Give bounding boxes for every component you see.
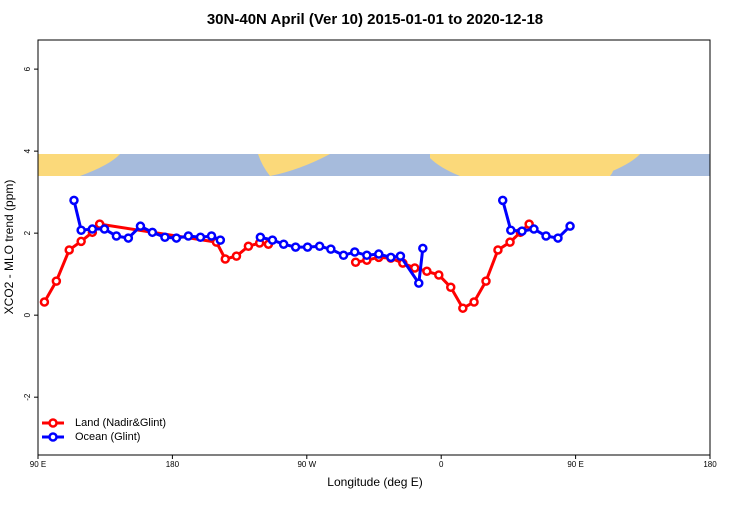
y-tick-label: 0 [23, 312, 32, 317]
data-point [290, 242, 301, 252]
data-point [195, 232, 206, 242]
data-point [422, 266, 432, 277]
data-point [565, 221, 575, 231]
data-point [541, 231, 551, 241]
x-axis-label: Longitude (deg E) [327, 475, 422, 489]
data-point [215, 235, 226, 245]
data-point [39, 297, 50, 307]
data-point [231, 251, 242, 261]
y-axis-label: XCO2 - MLO trend (ppm) [2, 180, 16, 315]
data-point [87, 224, 98, 234]
data-point [446, 282, 456, 293]
y-tick-label: 4 [23, 148, 32, 153]
data-point [135, 221, 146, 231]
x-tick-label: 180 [703, 460, 717, 469]
data-point [206, 231, 217, 241]
y-tick-label: 6 [23, 66, 32, 71]
data-point [418, 243, 428, 254]
data-point [243, 241, 254, 252]
data-point [220, 254, 231, 264]
data-point [76, 225, 86, 236]
x-tick-label: 90 E [567, 460, 583, 469]
data-point [123, 233, 134, 243]
y-tick-label: 2 [23, 230, 32, 235]
data-point [469, 297, 479, 307]
data-point [458, 303, 468, 313]
legend-label: Ocean (Glint) [75, 431, 140, 443]
data-point [267, 235, 278, 245]
data-point [160, 232, 170, 242]
data-point [434, 270, 444, 280]
data-point [183, 231, 194, 241]
data-point [481, 276, 491, 286]
x-tick-label: 0 [439, 460, 444, 469]
data-point [374, 249, 384, 259]
data-point [64, 245, 74, 255]
data-point [69, 195, 79, 206]
data-point [99, 224, 110, 234]
legend-marker [48, 432, 58, 442]
data-point [278, 239, 289, 249]
data-point [505, 237, 515, 247]
data-point [497, 195, 508, 206]
legend-label: Land (Nadir&Glint) [75, 417, 166, 429]
data-point [553, 233, 563, 243]
data-point [338, 250, 349, 261]
map-strip [38, 154, 710, 176]
data-point [517, 226, 527, 236]
data-point [410, 263, 420, 273]
data-point [302, 242, 313, 252]
plot-frame [37, 39, 711, 456]
legend-marker [48, 418, 58, 428]
data-point [493, 245, 503, 255]
chart-title: 30N-40N April (Ver 10) 2015-01-01 to 202… [207, 11, 543, 28]
data-point [349, 247, 360, 257]
data-point [386, 252, 396, 263]
data-point [171, 233, 182, 243]
series-line [72, 199, 572, 288]
x-tick-label: 180 [166, 460, 180, 469]
data-point [76, 236, 86, 247]
x-tick-label: 90 W [297, 460, 316, 469]
data-point [326, 244, 336, 254]
data-point [147, 227, 158, 238]
data-point [51, 276, 62, 286]
data-point [362, 250, 372, 261]
data-point [506, 225, 516, 236]
data-point [529, 224, 539, 234]
y-tick-label: -2 [23, 393, 32, 401]
data-point [414, 278, 424, 288]
data-point [314, 241, 325, 252]
x-tick-label: 90 E [30, 460, 46, 469]
data-point [395, 251, 406, 261]
data-point [350, 257, 361, 268]
data-point [111, 231, 122, 241]
data-point [255, 232, 266, 242]
